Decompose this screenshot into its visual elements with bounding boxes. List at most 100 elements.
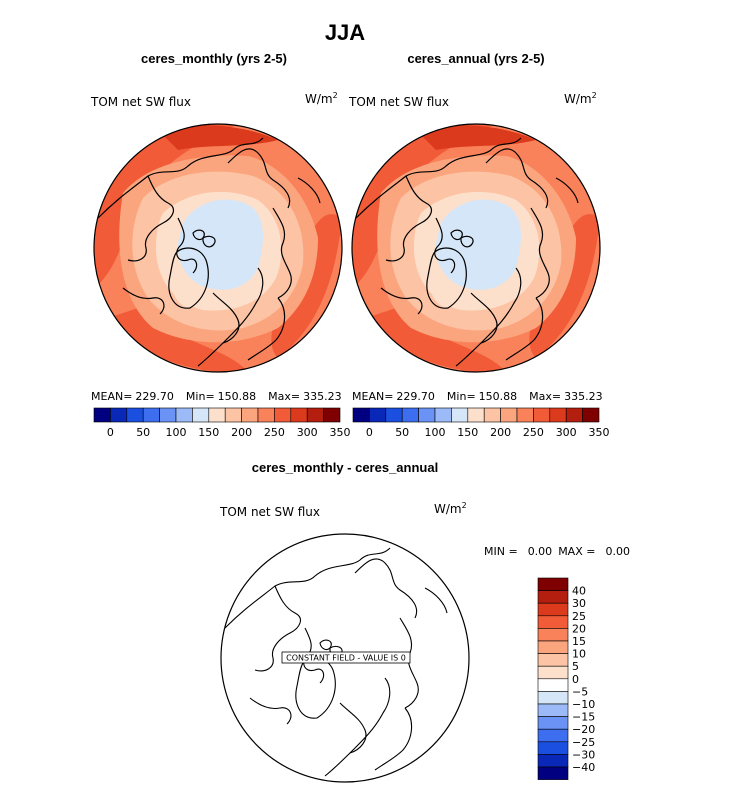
- colorbar-swatch: [290, 407, 308, 423]
- units-label-left: W/m2: [305, 91, 338, 106]
- colorbar-swatch: [537, 741, 569, 755]
- colorbar-swatch: [537, 577, 569, 591]
- panel-title-difference: ceres_monthly - ceres_annual: [252, 460, 438, 475]
- colorbar-tick-label: 250: [264, 426, 285, 439]
- colorbar-swatch: [110, 407, 128, 423]
- colorbar-tick-label: 10: [572, 648, 586, 661]
- colorbar-tick-label: 300: [297, 426, 318, 439]
- stats-right: MEAN= 229.70 Min= 150.88 Max= 335.23: [352, 390, 603, 403]
- colorbar-tick-label: 350: [589, 426, 610, 439]
- colorbar-tick-label: 0: [572, 673, 579, 686]
- colorbar-tick-label: 50: [136, 426, 150, 439]
- colorbar-tick-label: −5: [572, 685, 588, 698]
- colorbar-swatch: [126, 407, 144, 423]
- colorbar-tick-label: 200: [231, 426, 252, 439]
- colorbar-swatch: [401, 407, 419, 423]
- colorbar-tick-label: −20: [572, 723, 595, 736]
- panel-title-monthly: ceres_monthly (yrs 2-5): [141, 51, 287, 66]
- colorbar-tick-label: 0: [366, 426, 373, 439]
- colorbar-swatch: [208, 407, 226, 423]
- colorbar-swatch: [537, 766, 569, 780]
- colorbar-swatch: [537, 716, 569, 730]
- colorbar-tick-label: 150: [198, 426, 219, 439]
- colorbar-swatch: [352, 407, 370, 423]
- colorbar-swatch: [385, 407, 403, 423]
- colorbar-swatch: [582, 407, 600, 423]
- colorbar-swatch: [241, 407, 259, 423]
- colorbar-swatch: [323, 407, 341, 423]
- colorbar-tick-label: −30: [572, 748, 595, 761]
- colorbar-swatch: [537, 615, 569, 629]
- colorbar-swatch: [565, 407, 583, 423]
- colorbar-tick-label: 150: [457, 426, 478, 439]
- colorbar-tick-label: 100: [166, 426, 187, 439]
- colorbar-swatch: [175, 407, 193, 423]
- colorbar-tick-label: 250: [523, 426, 544, 439]
- colorbar-tick-label: 50: [395, 426, 409, 439]
- colorbar-swatch: [224, 407, 242, 423]
- colorbar-swatch: [549, 407, 567, 423]
- colorbar-swatch: [537, 691, 569, 705]
- colorbar-swatch: [192, 407, 210, 423]
- colorbar-tick-label: −15: [572, 711, 595, 724]
- colorbar-tick-label: 15: [572, 635, 586, 648]
- colorbar-swatch: [537, 590, 569, 604]
- colorbar-tick-label: 350: [330, 426, 351, 439]
- colorbar-swatch: [537, 678, 569, 692]
- colorbar-swatch: [467, 407, 485, 423]
- colorbar-tick-label: −40: [572, 761, 595, 774]
- colorbar-swatch: [537, 628, 569, 642]
- colorbar-swatch: [537, 703, 569, 717]
- colorbar-left: 0 50 100 150 200 250 300 350: [93, 407, 351, 439]
- colorbar-swatch: [537, 728, 569, 743]
- colorbar-swatch: [274, 407, 292, 423]
- colorbar-tick-label: 300: [556, 426, 577, 439]
- colorbar-swatch: [434, 407, 452, 423]
- colorbar-swatch: [418, 407, 436, 423]
- colorbar-swatch: [537, 640, 569, 654]
- variable-label-bottom: TOM net SW flux: [219, 505, 320, 519]
- colorbar-swatch: [483, 407, 501, 423]
- colorbar-swatch: [306, 407, 324, 423]
- colorbar-swatch: [257, 407, 275, 423]
- units-label-right: W/m2: [564, 91, 597, 106]
- panel-title-annual: ceres_annual (yrs 2-5): [407, 51, 544, 66]
- colorbar-swatch: [369, 407, 387, 423]
- variable-label-right: TOM net SW flux: [348, 95, 449, 109]
- colorbar-tick-label: −10: [572, 698, 595, 711]
- constant-field-annotation: CONSTANT FIELD - VALUE IS 0: [286, 654, 406, 663]
- stats-bottom: MIN = 0.00 MAX = 0.00: [484, 545, 630, 558]
- colorbar-swatch: [537, 665, 569, 680]
- colorbar-swatch: [516, 407, 534, 423]
- stats-left: MEAN= 229.70 Min= 150.88 Max= 335.23: [91, 390, 342, 403]
- colorbar-tick-label: 20: [572, 622, 586, 635]
- units-label-bottom: W/m2: [434, 501, 467, 516]
- colorbar-swatch: [533, 407, 551, 423]
- constant-field-box: [281, 651, 411, 664]
- panel-top-right: ceres_annual (yrs 2-5) TOM net SW flux W…: [348, 51, 610, 439]
- colorbar-swatch: [451, 407, 469, 423]
- colorbar-tick-label: 0: [107, 426, 114, 439]
- colorbar-tick-label: −25: [572, 736, 595, 749]
- panel-top-left: ceres_monthly (yrs 2-5) TOM net SW flux …: [90, 51, 351, 439]
- colorbar-swatch: [537, 754, 569, 768]
- colorbar-tick-label: 100: [425, 426, 446, 439]
- colorbar-tick-label: 40: [572, 585, 586, 598]
- colorbar-tick-label: 5: [572, 660, 579, 673]
- map-boundary-bottom: [220, 533, 470, 783]
- colorbar-swatch: [93, 407, 111, 423]
- colorbar-right: 0 50 100 150 200 250 300 350: [352, 407, 610, 439]
- colorbar-tick-label: 30: [572, 597, 586, 610]
- colorbar-swatch: [500, 407, 518, 423]
- colorbar-tick-label: 25: [572, 610, 586, 623]
- map-boundary-right: [351, 123, 601, 373]
- figure-title: JJA: [325, 20, 365, 45]
- variable-label-left: TOM net SW flux: [90, 95, 191, 109]
- colorbar-swatch: [537, 653, 569, 667]
- colorbar-tick-label: 200: [490, 426, 511, 439]
- map-field-right: [352, 124, 600, 372]
- map-boundary-left: [93, 123, 343, 373]
- coastlines-bottom: [224, 547, 448, 777]
